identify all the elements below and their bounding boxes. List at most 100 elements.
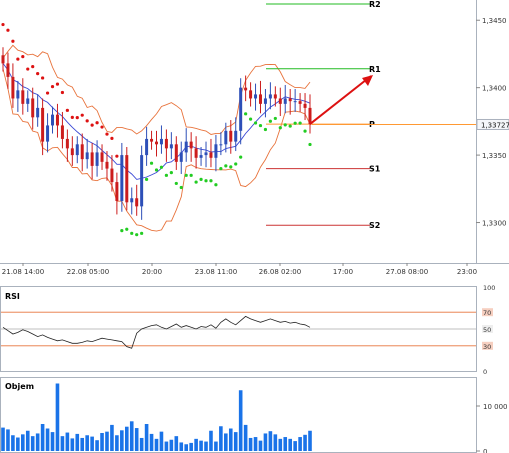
candle-body [254, 94, 258, 99]
candle-body [145, 138, 149, 156]
time-tick-label: 23:00 [457, 268, 477, 276]
volume-bar [164, 441, 169, 451]
sar-dot [80, 113, 84, 117]
volume-bar [228, 428, 233, 451]
volume-bar [288, 438, 292, 451]
volume-bars [1, 383, 312, 451]
time-tick-label: 23.08 11:00 [195, 268, 237, 276]
volume-bar [144, 424, 149, 451]
sar-dot [6, 28, 10, 32]
candle-body [229, 130, 233, 142]
rsi-tick-label: 100 [483, 284, 495, 292]
sar-dot [258, 123, 263, 128]
time-tick-label: 17:00 [333, 268, 353, 276]
candle-body [273, 94, 277, 99]
volume-bar [209, 430, 213, 451]
candle-body [219, 144, 223, 146]
candle-body [169, 144, 173, 149]
sar-dot [75, 116, 79, 120]
sar-dot [90, 123, 94, 127]
rsi-tick-badge [482, 308, 493, 317]
candle-body [115, 182, 119, 201]
candle-body [95, 152, 99, 166]
volume-bar [134, 428, 139, 451]
candle-body [85, 152, 89, 160]
pivot-label-s2: S2 [369, 221, 380, 230]
volume-bar [1, 427, 5, 451]
volume-bar [85, 435, 89, 451]
volume-bar [65, 432, 70, 451]
time-tick-label: 22.08 05:00 [67, 268, 109, 276]
candle-body [140, 155, 144, 207]
rsi-line [2, 315, 311, 349]
rsi-tick-label: 30 [483, 343, 491, 351]
volume-bar [298, 437, 302, 451]
volume-tick-label: 0 [483, 448, 487, 453]
candle-body [100, 152, 104, 162]
volume-bar [303, 434, 307, 451]
price-tick-label: 1,3350 [482, 152, 507, 160]
sar-dot [189, 173, 193, 177]
volume-tick-label: 10 000 [483, 403, 508, 411]
candle-body [150, 138, 154, 142]
candle-body [214, 144, 218, 158]
candle-body [263, 98, 267, 104]
sar-dot [100, 125, 104, 129]
candle-body [249, 90, 253, 99]
volume-bar [90, 436, 94, 451]
candle-body [55, 114, 59, 126]
candle-body [1, 55, 5, 64]
rsi-axis: 100 70 50 30 0 [482, 284, 495, 376]
sar-dot [268, 119, 272, 123]
candle-body [298, 101, 302, 104]
candle-body [65, 138, 69, 149]
arrow-shaft [309, 75, 372, 125]
sar-dot [45, 91, 50, 95]
sar-dot [140, 231, 144, 235]
moving-average-line [2, 63, 311, 180]
current-price-marker: 1,33727 [312, 118, 509, 130]
volume-bar [268, 431, 273, 451]
volume-bar [194, 438, 198, 451]
rsi-tick-label: 70 [483, 309, 491, 317]
sar-dot [209, 179, 213, 183]
volume-bar [253, 437, 258, 451]
volume-bar [120, 430, 124, 451]
volume-bar [224, 433, 228, 451]
volume-bar [129, 421, 134, 451]
current-price-box [476, 118, 509, 130]
candle-body [155, 141, 158, 145]
pivot-label-s1: S1 [369, 165, 381, 174]
time-tick-label: 27.08 08:00 [386, 268, 428, 276]
volume-bar [248, 437, 253, 451]
candle-body [80, 144, 84, 160]
time-tick-label: 21.08 14:00 [2, 268, 44, 276]
parabolic-sar [1, 22, 312, 237]
volume-bar [258, 440, 263, 451]
price-plot-area [0, 0, 476, 263]
sar-dot [199, 177, 203, 181]
candle-body [303, 103, 307, 108]
bollinger-bands [2, 44, 311, 232]
sar-dot [26, 67, 30, 71]
candle-body [164, 138, 168, 149]
candle-body [125, 155, 129, 203]
sar-dot [95, 121, 99, 125]
sar-dot [248, 117, 253, 121]
candle-body [11, 76, 15, 99]
candle-body [90, 152, 94, 166]
price-axis: 1,3450 1,3400 1,3350 1,3300 [476, 17, 507, 228]
candle-body [51, 114, 55, 126]
volume-bar [70, 438, 75, 451]
volume-bar [283, 437, 288, 451]
volume-bar [149, 433, 154, 451]
candle-body [234, 130, 238, 142]
sar-dot [214, 183, 218, 187]
sar-dot [224, 164, 228, 168]
sar-dot [130, 231, 134, 235]
volume-bar [55, 383, 60, 451]
sar-dot [219, 166, 223, 171]
volume-bar [199, 440, 203, 451]
rsi-series [2, 315, 311, 349]
